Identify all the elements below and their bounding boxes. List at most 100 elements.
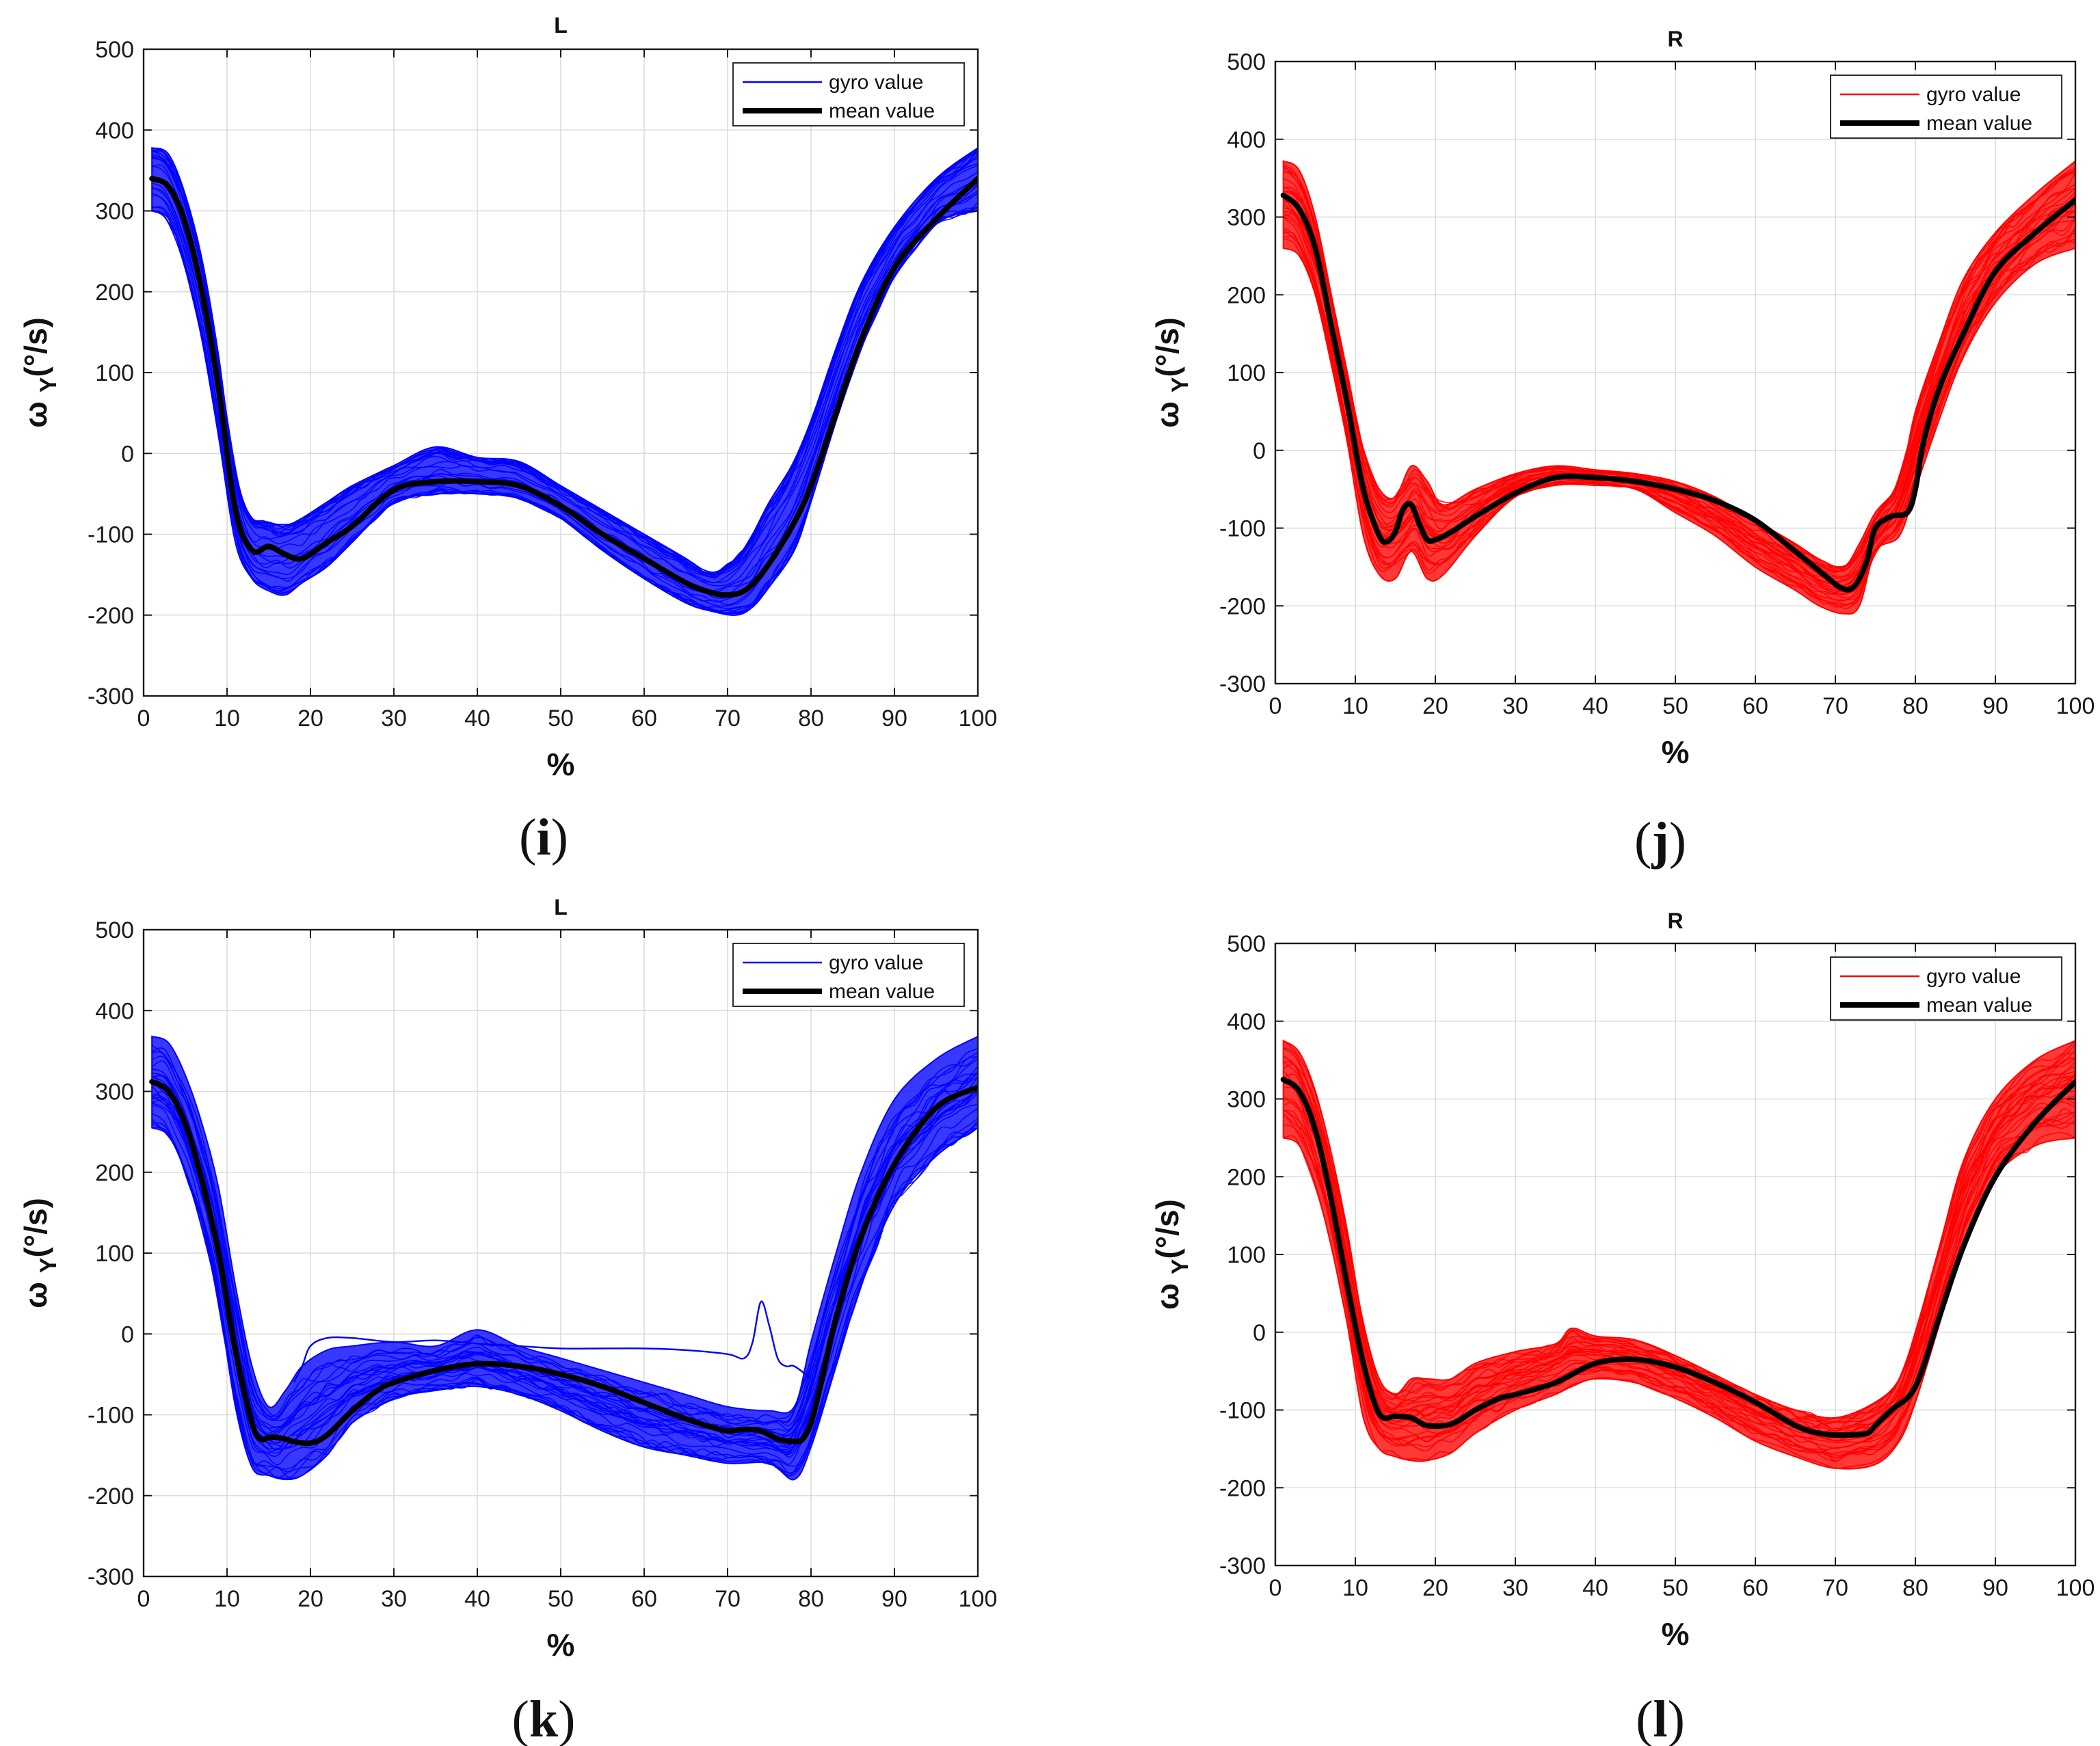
panel-l-ytick-label: 400 (1227, 1009, 1266, 1035)
panel-i-legend-box (732, 62, 965, 126)
panel-l-legend-mean-label: mean value (1926, 994, 2032, 1017)
panel-j-caption-open: ( (1634, 812, 1651, 870)
panel-i-legend-mean-label: mean value (829, 100, 935, 122)
panel-k-xtick-label: 50 (548, 1586, 574, 1612)
panel-l-ytick-label: 200 (1227, 1164, 1266, 1190)
panel-i-ytick-label: 0 (121, 441, 134, 467)
panel-l-xtick-label: 0 (1269, 1575, 1282, 1601)
panel-k-legend-gyro-label: gyro value (829, 952, 923, 974)
panel-k-ytick-label: 500 (95, 917, 134, 943)
panel-j-xtick-label: 60 (1742, 693, 1768, 719)
panel-l-gyro-trace (1283, 1098, 2075, 1449)
panel-l-caption: (l) (1636, 1691, 1685, 1746)
panel-k-gyro-trace (151, 1088, 978, 1451)
panel-l-gyro-trace (1283, 1040, 2075, 1421)
panel-k-legend: gyro value mean value (732, 943, 965, 1007)
panel-l-xtick-label: 50 (1662, 1575, 1688, 1601)
panel-k-ytick-label: -300 (88, 1564, 134, 1590)
panel-k-legend-box (732, 943, 965, 1007)
panel-i-caption-close: ) (551, 809, 568, 866)
panel-l-ylabel: ω Y(°/s) (1149, 1199, 1193, 1310)
panel-l-ytick-label: 300 (1227, 1087, 1266, 1113)
panel-k-mean-line (149, 1079, 978, 1447)
panel-j-xtick-label: 0 (1269, 693, 1282, 719)
panel-i-xtick-label: 0 (137, 706, 150, 731)
panel-j-ylabel: ω Y(°/s) (1149, 317, 1193, 428)
panel-k-xtick-label: 20 (297, 1586, 323, 1612)
panel-k-gyro-outlier-trace (293, 1300, 812, 1383)
panel-j-mean-line (1280, 192, 2075, 593)
panel-k-ytick-label: 0 (121, 1321, 134, 1347)
panel-k-ylabel-symbol: ω (18, 1273, 53, 1308)
panel-j-ytick-label: -300 (1219, 671, 1266, 697)
panel-i-xtick-label: 60 (631, 706, 657, 731)
panel-j-xtick-label: 10 (1342, 693, 1368, 719)
panel-l-xlabel: % (1662, 1616, 1690, 1652)
panel-i-ylabel: ω Y(°/s) (18, 317, 62, 428)
panel-j-legend: gyro value mean value (1830, 75, 2062, 139)
panel-l-xtick-label: 10 (1342, 1575, 1368, 1601)
panel-j-xtick-label: 20 (1422, 693, 1448, 719)
panel-l-xtick-label: 20 (1422, 1575, 1448, 1601)
panel-k-xtick-label: 80 (798, 1586, 824, 1612)
panel-k-ytick-label: 400 (95, 998, 134, 1024)
panel-k-gyro-trace (152, 1070, 978, 1442)
panel-i-xtick-label: 100 (959, 706, 998, 731)
panel-k-gyro-trace (151, 1047, 978, 1422)
panel-k-data (149, 1035, 978, 1481)
panel-k-xtick-label: 40 (464, 1586, 490, 1612)
panel-i-gyro-trace (152, 178, 978, 593)
panel-i-gyro-trace (151, 157, 978, 578)
panel-j-xtick-label: 80 (1902, 693, 1928, 719)
panel-k-gyro-trace (151, 1105, 978, 1466)
panel-k-caption-close: ) (558, 1691, 575, 1746)
panel-i-xtick-label: 80 (798, 706, 824, 731)
panel-l-gyro-trace (1283, 1109, 2075, 1455)
panel-l-gyro-trace (1283, 1056, 2075, 1432)
panel-k-ytick-label: -200 (88, 1483, 134, 1509)
panel-k-xlabel: % (547, 1627, 575, 1663)
panel-j-caption-close: ) (1669, 812, 1686, 870)
panel-j-caption: (j) (1634, 812, 1686, 870)
panel-j-gyro-trace (1283, 169, 2075, 569)
panel-l-xtick-label: 60 (1742, 1575, 1768, 1601)
panel-j-xtick-label: 90 (1982, 693, 2008, 719)
panel-j-data (1280, 159, 2075, 615)
panel-l: 0 10 20 30 40 50 60 70 80 90 100 -300 -200 -100 0 100 20… (1149, 909, 2095, 1746)
panel-j-ytick-label: 0 (1253, 438, 1266, 464)
panel-i-xtick-label: 40 (464, 706, 490, 731)
panel-k-ytick-label: -100 (88, 1403, 134, 1429)
panel-j-ytick-label: -200 (1219, 593, 1266, 619)
panel-j-gyro-trace (1283, 167, 2075, 567)
panel-i-xtick-label: 20 (297, 706, 323, 731)
panel-k-gyro-trace (151, 1069, 978, 1440)
panel-j-ytick-label: 400 (1227, 127, 1266, 153)
panel-k-gyro-trace (151, 1118, 978, 1478)
panel-i-xtick-label: 30 (381, 706, 407, 731)
panel-l-xtick-label: 100 (2056, 1575, 2095, 1601)
panel-i-gyro-trace (151, 148, 978, 574)
panel-i-caption: (i) (519, 809, 568, 866)
panel-k-legend-mean-label: mean value (829, 980, 935, 1003)
panel-l-gyro-trace (1283, 1095, 2075, 1444)
panel-j-ytick-label: -100 (1219, 516, 1266, 542)
panel-k-caption-open: ( (512, 1691, 529, 1746)
panel-l-gyro-trace (1283, 1074, 2075, 1442)
panel-l-ylabel-symbol: ω (1149, 1274, 1185, 1310)
panel-j-xtick-label: 40 (1582, 693, 1608, 719)
panel-j-title: R (1667, 27, 1683, 51)
panel-l-xtick-label: 30 (1502, 1575, 1528, 1601)
panel-k-xtick-label: 10 (214, 1586, 240, 1612)
panel-l-gyro-trace (1283, 1047, 2075, 1425)
panel-j-gyro-trace (1283, 232, 2075, 606)
panel-i-data (149, 146, 978, 616)
panel-k-ytick-label: 200 (95, 1160, 134, 1186)
panel-j-xtick-label: 30 (1502, 693, 1528, 719)
panel-i-gyro-trace (152, 148, 978, 573)
panel-l-caption-open: ( (1636, 1691, 1653, 1746)
panel-i-ytick-label: -200 (88, 603, 134, 629)
panel-j-ytick-label: 200 (1227, 282, 1266, 308)
panel-i-xtick-label: 90 (881, 706, 907, 731)
panel-j-ytick-label: 500 (1227, 49, 1266, 75)
